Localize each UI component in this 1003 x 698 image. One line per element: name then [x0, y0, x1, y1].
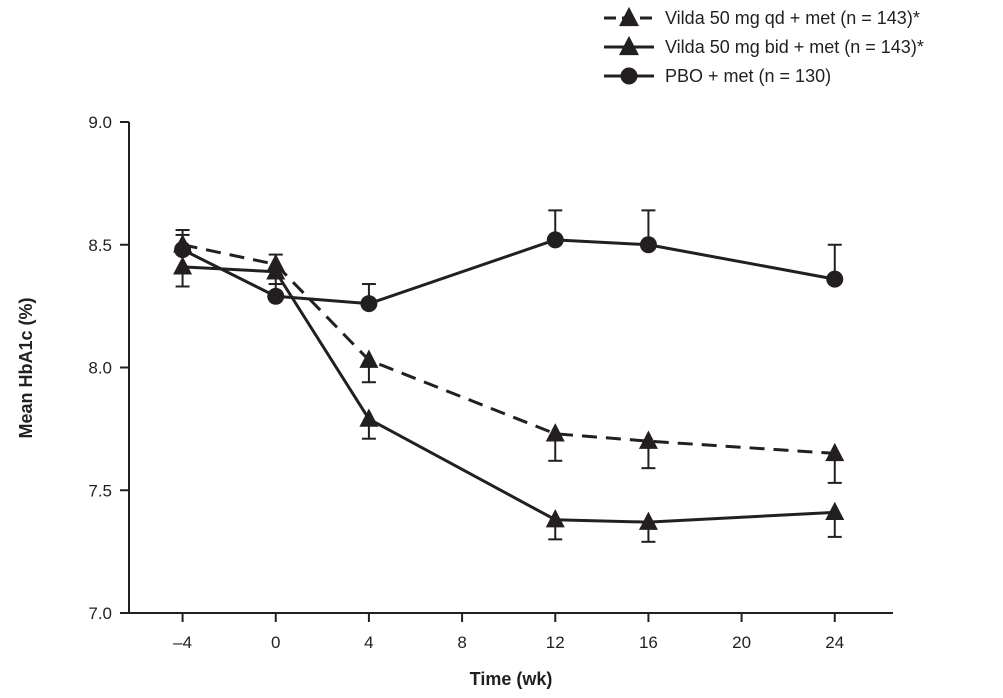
x-axis-title: Time (wk): [470, 669, 553, 689]
circle-marker: [639, 236, 657, 254]
circle-marker: [267, 287, 285, 305]
triangle-marker: [266, 261, 286, 280]
y-tick-label: 9.0: [88, 113, 112, 132]
triangle-marker: [545, 423, 565, 442]
circle-marker: [174, 241, 192, 259]
y-tick-label: 8.5: [88, 236, 112, 255]
series-line: [182, 265, 835, 524]
legend-label: Vilda 50 mg bid + met (n = 143)*: [665, 37, 924, 57]
triangle-marker: [825, 501, 845, 521]
series-layer: [173, 209, 845, 543]
series-line: [182, 243, 835, 455]
triangle-marker: [545, 509, 565, 528]
y-tick-label: 7.0: [88, 604, 112, 623]
x-axis-ticks: –4 0 4 8 12 16 20 24: [173, 613, 844, 652]
triangle-marker: [638, 430, 658, 449]
x-tick-label: 8: [457, 633, 466, 652]
axes: [128, 122, 893, 614]
y-tick-label: 8.0: [88, 359, 112, 378]
triangle-marker: [825, 442, 845, 462]
legend-label: Vilda 50 mg qd + met (n = 143)*: [665, 8, 920, 28]
legend-item: Vilda 50 mg bid + met (n = 143)*: [604, 35, 924, 57]
triangle-marker: [359, 408, 379, 427]
x-tick-label: 12: [546, 633, 565, 652]
circle-marker: [826, 270, 844, 288]
series-line: [181, 238, 836, 306]
triangle-marker: [359, 349, 379, 368]
legend-item: PBO + met (n = 130): [604, 66, 831, 86]
legend: Vilda 50 mg qd + met (n = 143)* Vilda 50 …: [604, 6, 924, 86]
circle-marker: [546, 231, 564, 249]
circle-marker: [360, 295, 378, 313]
legend-item: Vilda 50 mg qd + met (n = 143)*: [604, 6, 920, 28]
triangle-marker: [173, 256, 193, 275]
y-axis-title: Mean HbA1c (%): [16, 297, 36, 438]
x-tick-label: 16: [639, 633, 658, 652]
x-tick-label: –4: [173, 633, 192, 652]
y-tick-label: 7.5: [88, 481, 112, 500]
legend-triangle-marker: [619, 6, 639, 27]
legend-circle-marker: [620, 67, 638, 85]
legend-label: PBO + met (n = 130): [665, 66, 831, 86]
x-tick-label: 20: [732, 633, 751, 652]
series-3: [174, 209, 844, 313]
x-tick-label: 24: [825, 633, 844, 652]
x-tick-label: 4: [364, 633, 373, 652]
x-tick-label: 0: [271, 633, 280, 652]
legend-triangle-marker: [619, 35, 639, 56]
triangle-marker: [638, 511, 658, 530]
y-axis-ticks: 7.0 7.5 8.0 8.5 9.0: [88, 113, 129, 623]
